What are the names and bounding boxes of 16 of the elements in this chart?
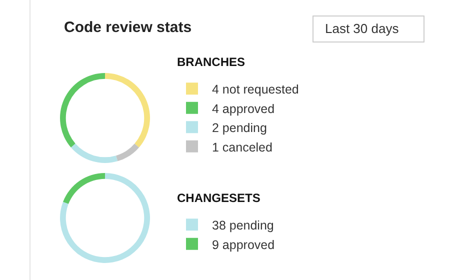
donut-slice: [70, 144, 118, 163]
legend-label: 4 approved: [212, 102, 275, 116]
legend-label: 38 pending: [212, 218, 274, 232]
donut-slice: [60, 173, 150, 263]
legend-label: 2 pending: [212, 121, 267, 135]
donut-slice: [116, 144, 140, 162]
donut-slice: [63, 173, 105, 204]
legend-label: 9 approved: [212, 238, 275, 252]
donut-slice: [105, 73, 150, 148]
text: Code review stats: [64, 19, 192, 36]
legend-label: 4 not requested: [212, 82, 299, 96]
donut-slice: [60, 73, 105, 148]
chart-title: BRANCHES: [177, 55, 246, 69]
text: Last 30 days: [325, 21, 400, 36]
text: CHANGESETS: [177, 191, 260, 205]
legend-label: 1 canceled: [212, 140, 273, 154]
